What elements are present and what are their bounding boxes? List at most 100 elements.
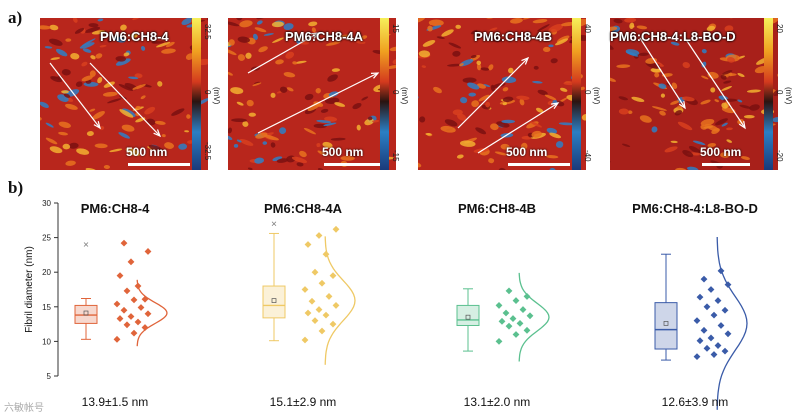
afm-title-2: PM6:CH8-4A [285, 29, 364, 44]
scale-bar-label-1: 500 nm [126, 145, 168, 159]
point-4-8 [724, 330, 732, 338]
afm-title-4: PM6:CH8-4:L8-BO-D [610, 29, 736, 44]
colorbar-3-max: 40 [583, 24, 592, 33]
point-1-9 [120, 306, 128, 314]
panel-b-label: b) [8, 178, 24, 197]
point-2-4 [311, 317, 319, 325]
point-1-5 [134, 318, 142, 326]
point-1-16 [116, 272, 124, 280]
y-tick-label-20: 20 [42, 268, 51, 277]
point-3-12 [512, 297, 520, 304]
point-1-8 [144, 310, 152, 318]
mean-marker-1 [83, 310, 89, 316]
point-4-10 [717, 322, 725, 329]
colorbar-1-max: 32.5 [203, 24, 212, 40]
point-3-4 [505, 322, 513, 330]
afm-image-2 [228, 18, 396, 170]
point-1-6 [116, 315, 124, 322]
point-1-10 [137, 304, 145, 311]
colorbar-2-unit: (mV) [400, 87, 409, 105]
arrow-head-3-2 [551, 102, 560, 110]
colorbar-3-mid: 0 [583, 90, 592, 95]
arrow-line-3-2 [477, 102, 559, 154]
mean-marker-4 [663, 321, 669, 326]
colorbar-2-max: 15 [391, 24, 400, 33]
point-2-14 [311, 268, 319, 276]
arrow-head-3-1 [521, 56, 530, 65]
point-4-5 [714, 342, 722, 349]
colorbar-3-min: -40 [583, 150, 592, 162]
point-2-16 [304, 241, 312, 248]
afm-title-3: PM6:CH8-4B [474, 29, 553, 44]
point-2-3 [329, 320, 337, 328]
point-4-12 [710, 311, 718, 319]
arrow-line-2-2 [257, 72, 379, 134]
colorbar-4-min: -20 [775, 150, 784, 162]
point-1-1 [113, 335, 121, 343]
point-4-1 [693, 353, 701, 361]
point-2-8 [332, 302, 340, 309]
colorbar-4-unit: (mV) [784, 87, 793, 105]
point-3-9 [502, 309, 510, 317]
point-4-4 [703, 344, 711, 352]
arrow-line-1-2 [89, 62, 161, 137]
afm-image-4 [610, 18, 778, 170]
scale-bar-3 [508, 163, 570, 166]
arrow-head-4-2 [738, 120, 746, 130]
point-3-1 [495, 338, 503, 345]
arrow-line-3-1 [457, 57, 529, 129]
point-1-19 [120, 239, 128, 247]
fibril-diameter-chart: 5 10 15 20 25 30 Fibril diameter (nm) PM6:CH8-4… [24, 199, 758, 410]
arrow-line-2-1 [247, 32, 319, 74]
distribution-curve-3 [518, 272, 550, 362]
colorbar-2 [380, 18, 389, 170]
point-1-2 [130, 329, 138, 337]
point-2-7 [315, 306, 323, 313]
point-3-11 [495, 302, 503, 309]
point-1-18 [144, 248, 152, 255]
arrow-head-1-1 [93, 121, 101, 130]
scale-bar-2 [324, 163, 386, 166]
group-title-1: PM6:CH8-4 [81, 201, 150, 216]
group-title-2: PM6:CH8-4A [264, 201, 343, 216]
point-2-17 [315, 232, 323, 239]
outlier-x-2 [271, 221, 277, 227]
arrow-head-2-2 [370, 72, 380, 79]
afm-texture-1 [40, 18, 208, 170]
group-title-3: PM6:CH8-4B [458, 201, 536, 216]
point-2-5 [322, 311, 330, 319]
box-2 [262, 285, 286, 319]
point-1-12 [130, 296, 138, 304]
point-4-3 [721, 347, 729, 355]
point-3-6 [498, 317, 506, 325]
afm-title-1: PM6:CH8-4 [100, 29, 169, 44]
afm-texture-4 [610, 18, 778, 170]
y-tick-label-25: 25 [42, 234, 51, 243]
colorbar-1-unit: (mV) [212, 87, 221, 105]
point-1-4 [123, 321, 131, 329]
arrow-line-4-1 [639, 37, 686, 109]
arrow-head-1-2 [153, 129, 162, 138]
arrow-line-1-1 [49, 62, 101, 129]
point-2-2 [318, 327, 326, 335]
summary-label-4: 12.6±3.9 nm [662, 395, 729, 409]
point-1-17 [127, 258, 135, 266]
outlier-x-1 [83, 242, 89, 247]
scale-bar-label-2: 500 nm [322, 145, 364, 159]
y-tick-label-30: 30 [42, 199, 51, 208]
point-3-3 [523, 326, 531, 334]
colorbar-1-min: -32.5 [203, 142, 212, 161]
y-tick-label-10: 10 [42, 337, 51, 346]
point-4-13 [721, 306, 729, 314]
distribution-curve-4 [716, 236, 748, 410]
point-2-18 [332, 225, 340, 233]
point-1-3 [141, 324, 149, 331]
summary-label-3: 13.1±2.0 nm [464, 395, 531, 409]
distribution-curve-1 [136, 279, 168, 347]
point-3-8 [526, 312, 534, 320]
point-3-13 [523, 293, 531, 300]
point-4-16 [696, 293, 704, 301]
mean-marker-3 [465, 314, 471, 320]
point-2-13 [329, 272, 337, 280]
point-4-7 [707, 334, 715, 342]
